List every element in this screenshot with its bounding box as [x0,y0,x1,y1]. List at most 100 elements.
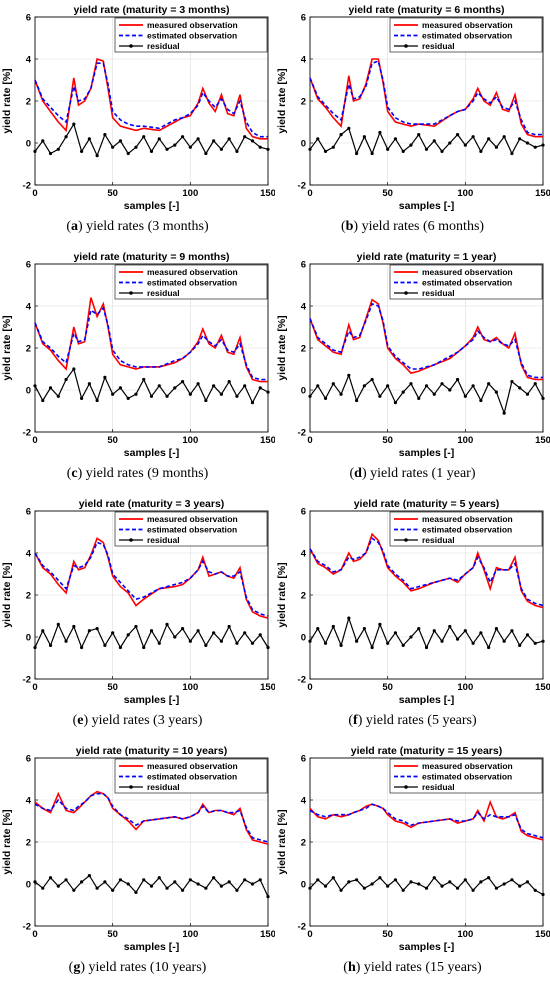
residual-point [165,886,169,890]
residual-point [386,884,390,888]
residual-point [243,631,247,635]
residual-point [80,880,84,884]
residual-point [487,137,491,141]
residual-point [518,643,522,647]
residual-point [126,396,130,400]
series-line-measured-observation [34,297,268,383]
x-tick-label: 100 [457,929,473,940]
residual-point [56,147,60,151]
legend-marker [404,785,408,789]
legend-label: residual [422,41,455,51]
residual-point [235,394,239,398]
residual-point [157,876,161,880]
series-line-estimated-observation [309,60,543,136]
caption-paren-open: ( [68,960,74,975]
legend-label: estimated observation [422,772,512,782]
residual-point [196,629,200,633]
y-tick-label: 4 [301,55,307,66]
residual-point [212,384,216,388]
legend-marker [129,44,133,48]
chart-title: yield rate (maturity = 9 months) [73,251,229,263]
y-tick-label: 4 [301,549,307,560]
y-tick-label: 0 [301,386,306,397]
y-tick-label: 2 [301,838,306,849]
residual-point [424,147,429,151]
residual-point [95,886,99,890]
x-tick-label: 100 [457,682,473,693]
residual-point [316,878,320,882]
x-tick-label: 150 [260,435,275,446]
residual-point [355,878,359,882]
residual-point [72,367,76,371]
residual-point [180,380,185,384]
residual-point [173,386,177,390]
residual-point [432,876,436,880]
plot-border [309,263,544,433]
residual-point [370,151,374,156]
residual-point [33,149,37,153]
legend-marker [129,785,133,789]
y-tick-label: 2 [26,97,31,108]
residual-point [250,139,255,143]
residual-point [41,629,45,633]
residual-point [64,135,68,139]
y-tick-label: -2 [23,922,31,933]
y-axis-label: yield rate [%] [1,809,13,874]
residual-point [196,137,200,141]
residual-point [134,624,138,629]
residual-point [339,643,343,647]
residual-point [323,884,328,888]
residual-point [518,884,522,888]
legend-label: estimated observation [147,772,237,782]
residual-point [463,629,467,633]
legend-label: estimated observation [422,278,512,288]
plot-border [34,263,269,433]
residual-point [64,639,68,643]
residual-point [448,624,452,629]
legend-label: measured observation [147,761,238,771]
residual-point [180,888,185,892]
residual-point [212,139,216,143]
residual-point [258,633,262,637]
residual-point [95,627,99,631]
residual-point [64,377,68,382]
x-tick-label: 0 [307,435,312,446]
residual-point [41,139,45,143]
residual-point [424,886,429,890]
y-tick-label: 2 [26,591,31,602]
y-axis-label: yield rate [%] [1,315,13,380]
residual-point [316,384,320,388]
residual-point [173,880,177,884]
residual-point [386,147,390,151]
residual-point [196,882,200,886]
residual-point [323,149,328,153]
caption-text: yield rates (9 months) [85,466,209,481]
residual-point [471,384,475,388]
residual-point [448,141,452,145]
residual-point [142,878,146,882]
caption-text: yield rates (3 years) [91,713,203,728]
residual-point [541,892,545,897]
y-tick-label: -2 [298,428,306,439]
residual-point [487,382,491,386]
residual-point [487,645,491,650]
residual-point [463,878,467,882]
residual-point [111,888,115,892]
chart-panel-7: -2 0 2 4 6 0 50 100 150 yield rate (maturity = 10… [0,741,275,988]
caption-letter: g [73,960,81,975]
caption-paren-close: ) [78,219,87,234]
legend-label: measured observation [422,514,513,524]
residual-point [347,373,351,377]
chart-panel-3: -2 0 2 4 6 0 50 100 150 yield rate (maturity = 9 … [0,247,275,494]
x-tick-label: 150 [260,188,275,199]
residual-point [525,141,530,145]
residual-point [243,384,247,388]
caption-paren-open: ( [66,219,71,234]
residual-point [432,629,436,633]
y-tick-label: 2 [301,344,306,355]
residual-point [118,878,123,882]
x-axis-label: samples [-] [399,694,454,706]
caption-letter: d [354,466,362,481]
